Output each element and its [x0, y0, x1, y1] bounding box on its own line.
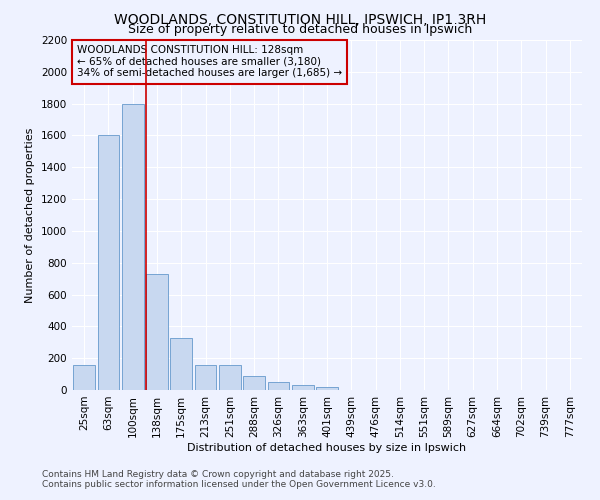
Text: WOODLANDS CONSTITUTION HILL: 128sqm
← 65% of detached houses are smaller (3,180): WOODLANDS CONSTITUTION HILL: 128sqm ← 65…: [77, 46, 342, 78]
Bar: [243, 376, 265, 390]
X-axis label: Distribution of detached houses by size in Ipswich: Distribution of detached houses by size …: [187, 442, 467, 452]
Bar: [146, 274, 168, 390]
Bar: [219, 364, 241, 390]
Text: WOODLANDS, CONSTITUTION HILL, IPSWICH, IP1 3RH: WOODLANDS, CONSTITUTION HILL, IPSWICH, I…: [114, 12, 486, 26]
Text: Size of property relative to detached houses in Ipswich: Size of property relative to detached ho…: [128, 22, 472, 36]
Bar: [316, 387, 338, 390]
Bar: [122, 104, 143, 390]
Bar: [73, 364, 95, 390]
Bar: [268, 382, 289, 390]
Text: Contains HM Land Registry data © Crown copyright and database right 2025.
Contai: Contains HM Land Registry data © Crown c…: [42, 470, 436, 489]
Y-axis label: Number of detached properties: Number of detached properties: [25, 128, 35, 302]
Bar: [97, 136, 119, 390]
Bar: [170, 338, 192, 390]
Bar: [194, 364, 217, 390]
Bar: [292, 385, 314, 390]
